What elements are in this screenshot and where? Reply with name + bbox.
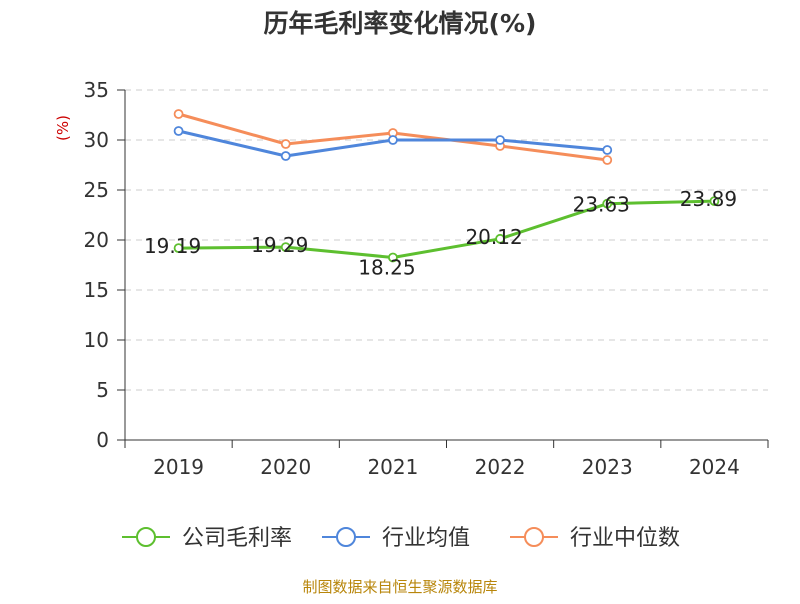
y-tick-label: 10: [84, 328, 109, 352]
series-0-point[interactable]: [388, 252, 398, 263]
y-tick-label: 20: [84, 228, 109, 252]
source-note: 制图数据来自恒生聚源数据库: [302, 578, 497, 596]
chart-title: 历年毛利率变化情况(%): [264, 9, 537, 38]
y-tick-label: 15: [84, 278, 109, 302]
data-label: 20.12: [465, 225, 522, 249]
legend-item-0[interactable]: 公司毛利率: [122, 526, 292, 551]
legend-label: 行业中位数: [570, 526, 680, 551]
series-2-point[interactable]: [173, 109, 184, 119]
legend[interactable]: 公司毛利率 行业均值 行业中位数: [122, 526, 680, 551]
series-0-point[interactable]: [709, 196, 720, 207]
y-tick-label: 5: [96, 378, 109, 402]
grid-lines: [125, 89, 768, 391]
legend-marker-icon: [524, 527, 544, 547]
data-label: 23.63: [573, 193, 630, 217]
data-label: 18.25: [358, 256, 415, 280]
series-1-point[interactable]: [388, 135, 398, 145]
axes: 0 5 10 15 20 25 30 35 2019 2020 2021 2022 2023 2024: [84, 78, 769, 479]
series-1-point[interactable]: [495, 135, 505, 145]
series-0-point[interactable]: [602, 198, 613, 209]
data-label: 23.89: [680, 187, 737, 211]
legend-label: 公司毛利率: [182, 526, 292, 551]
series-0-point[interactable]: [280, 242, 291, 253]
x-tick-label: 2019: [153, 455, 204, 479]
legend-label: 行业均值: [382, 526, 470, 551]
series-0-point[interactable]: [173, 243, 184, 254]
y-axis-label: (%): [54, 115, 72, 141]
series-1-point[interactable]: [602, 145, 613, 155]
series-1-point[interactable]: [173, 126, 184, 136]
x-tick-label: 2021: [367, 455, 418, 479]
x-tick-label: 2020: [260, 455, 311, 479]
data-label: 19.19: [144, 234, 201, 258]
y-tick-label: 30: [84, 128, 109, 152]
legend-marker-icon: [136, 527, 156, 547]
legend-item-1[interactable]: 行业均值: [322, 526, 470, 551]
legend-marker-icon: [336, 527, 356, 547]
x-tick-label: 2022: [475, 455, 526, 479]
series-1-point[interactable]: [280, 151, 291, 161]
series-lines: [173, 109, 720, 263]
y-tick-label: 25: [84, 178, 109, 202]
series-2-point[interactable]: [280, 139, 291, 149]
legend-item-2[interactable]: 行业中位数: [510, 526, 680, 551]
x-tick-label: 2023: [582, 455, 633, 479]
series-0-point[interactable]: [495, 233, 505, 244]
data-label: 19.29: [251, 233, 308, 257]
x-tick-label: 2024: [689, 455, 740, 479]
y-tick-label: 35: [84, 78, 109, 102]
series-2-point[interactable]: [602, 155, 613, 165]
series-line-0: [178, 199, 715, 259]
y-tick-label: 0: [96, 428, 109, 452]
data-labels: 19.19 19.29 18.25 20.12 23.63 23.89: [144, 187, 737, 279]
